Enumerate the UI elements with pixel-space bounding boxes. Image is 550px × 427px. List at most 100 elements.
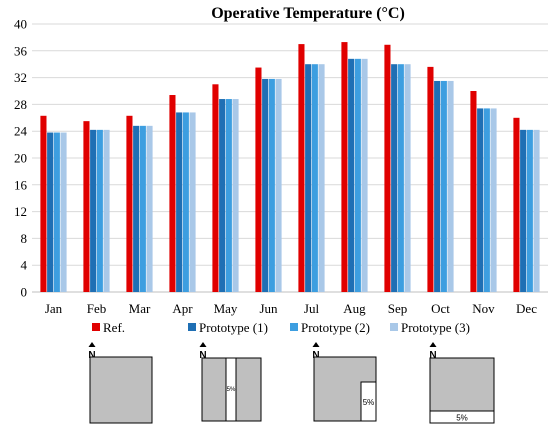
bar — [361, 58, 368, 293]
bar — [397, 64, 404, 292]
legend-swatch — [92, 323, 100, 331]
north-label: N — [312, 350, 319, 361]
chart-title: Operative Temperature (°C) — [211, 5, 405, 22]
bar — [96, 129, 103, 292]
y-tick-label: 24 — [14, 124, 28, 139]
bar — [354, 58, 361, 293]
bar — [447, 80, 454, 292]
prototype-2-cutout — [360, 381, 377, 422]
bar — [434, 80, 441, 292]
y-tick-label: 12 — [14, 204, 27, 219]
north-label: N — [88, 350, 95, 361]
bar — [146, 125, 153, 292]
x-tick-label: Sep — [388, 301, 408, 316]
legend-swatch — [188, 323, 196, 331]
north-label: N — [199, 350, 206, 361]
prototype-1-percent-label: 5% — [227, 387, 236, 393]
y-tick-label: 40 — [14, 17, 27, 32]
bars — [40, 42, 540, 293]
bar — [483, 108, 490, 292]
prototype-3-strip — [429, 410, 495, 424]
x-tick-label: Aug — [343, 301, 366, 316]
bar — [404, 64, 411, 292]
bar — [53, 132, 60, 292]
y-tick-label: 28 — [14, 97, 27, 112]
bar — [391, 64, 398, 292]
north-arrow-icon — [199, 342, 207, 347]
bar — [520, 129, 527, 292]
bar — [318, 64, 325, 292]
legend-swatch — [290, 323, 298, 331]
prototype-1-right-block — [235, 357, 262, 422]
bar — [262, 78, 269, 292]
bar — [311, 64, 318, 292]
x-tick-label: Oct — [431, 301, 450, 316]
x-tick-label: Dec — [516, 301, 537, 316]
legend-swatch — [390, 323, 398, 331]
bar — [533, 129, 540, 292]
prototype-1-left-block — [201, 357, 227, 422]
y-tick-label: 8 — [21, 231, 28, 246]
prototype-3-percent-label: 5% — [456, 414, 468, 423]
bar — [268, 78, 275, 292]
y-tick-label: 16 — [14, 177, 28, 192]
bar — [232, 99, 239, 292]
bar — [169, 95, 176, 293]
bar — [513, 117, 520, 292]
prototype-ref-shape — [89, 356, 153, 424]
bar — [490, 108, 497, 292]
bar — [440, 80, 447, 292]
x-tick-label: Feb — [87, 301, 107, 316]
bar — [341, 42, 348, 293]
north-arrow-icon — [312, 342, 320, 347]
north-arrow-icon — [429, 342, 437, 347]
legend-label: Prototype (2) — [301, 320, 370, 335]
bar — [60, 132, 67, 292]
legend-label: Prototype (1) — [199, 320, 268, 335]
bar — [47, 132, 54, 292]
bar — [348, 58, 355, 293]
y-tick-label: 20 — [14, 151, 27, 166]
x-axis-ticks: Jan Feb Mar Apr May Jun Jul Aug Sep Oct Nov Dec — [45, 301, 537, 316]
bar — [182, 112, 189, 292]
bar — [103, 129, 110, 292]
prototype-3-shape — [429, 357, 495, 412]
bar — [427, 66, 434, 292]
y-axis-ticks: 0 4 8 12 16 20 24 28 32 36 40 — [14, 17, 28, 300]
gridlines — [32, 23, 548, 293]
bar — [275, 78, 282, 292]
y-tick-label: 36 — [14, 43, 28, 58]
x-tick-label: May — [214, 301, 238, 316]
bar — [83, 121, 90, 293]
x-tick-label: Jul — [304, 301, 320, 316]
bar — [477, 108, 484, 292]
bar — [189, 112, 196, 292]
prototype-2-percent-label: 5% — [363, 398, 375, 407]
x-tick-label: Mar — [129, 301, 151, 316]
bar — [126, 115, 133, 292]
bar — [212, 84, 219, 292]
bar — [305, 64, 312, 292]
x-tick-label: Apr — [172, 301, 193, 316]
bar — [255, 67, 262, 292]
x-tick-label: Jan — [45, 301, 63, 316]
bar — [219, 99, 226, 292]
y-tick-label: 0 — [21, 285, 28, 300]
bar — [470, 91, 477, 292]
bar — [139, 125, 146, 292]
bar — [133, 125, 140, 292]
bar — [384, 44, 391, 292]
legend-label: Ref. — [103, 320, 125, 335]
bar — [90, 129, 97, 292]
x-tick-label: Nov — [472, 301, 495, 316]
y-tick-label: 4 — [21, 258, 28, 273]
north-arrow-icon — [88, 342, 96, 347]
bar — [225, 99, 232, 292]
legend-label: Prototype (3) — [401, 320, 470, 335]
legend: Ref. Prototype (1) Prototype (2) Prototype … — [92, 320, 470, 335]
bar — [176, 112, 183, 292]
y-tick-label: 32 — [14, 70, 27, 85]
bar — [526, 129, 533, 292]
bar — [298, 44, 305, 292]
